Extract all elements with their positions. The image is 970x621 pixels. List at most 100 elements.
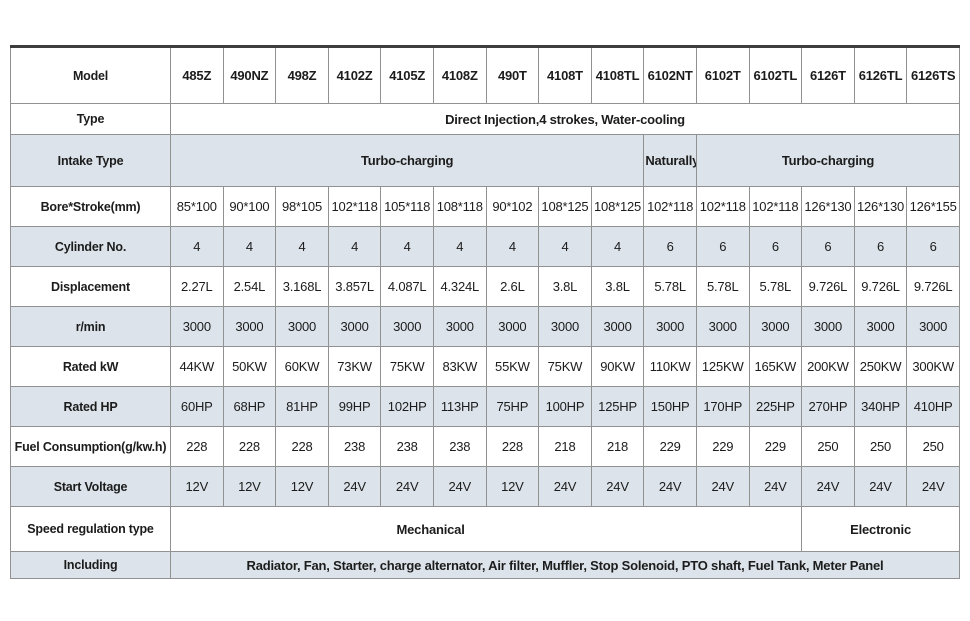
cell-start-voltage-1: 12V [222, 466, 277, 507]
cell-model-7: 4108T [538, 46, 592, 104]
cell-start-voltage-9: 24V [643, 466, 697, 507]
cell-model-5: 4108Z [432, 46, 487, 104]
cell-cylinder-no-8: 4 [590, 226, 645, 267]
cell-rated-kw-1: 50KW [222, 346, 277, 387]
cell-rated-kw-7: 75KW [538, 346, 592, 387]
cell-displacement-4: 4.087L [380, 266, 434, 307]
cell-start-voltage-3: 24V [327, 466, 382, 507]
row-label-start-voltage: Start Voltage [10, 466, 171, 507]
cell-bore-stroke-mm-9: 102*118 [643, 186, 697, 227]
cell-rated-kw-0: 44KW [170, 346, 224, 387]
cell-model-13: 6126TL [853, 46, 908, 104]
cell-fuel-consumption-g-kw-h-1: 228 [222, 426, 277, 467]
cell-r-min-5: 3000 [432, 306, 487, 347]
cell-r-min-4: 3000 [380, 306, 434, 347]
cell-rated-kw-6: 55KW [485, 346, 540, 387]
cell-model-9: 6102NT [643, 46, 697, 104]
cell-displacement-9: 5.78L [643, 266, 697, 307]
cell-fuel-consumption-g-kw-h-9: 229 [643, 426, 697, 467]
engine-spec-table: Model 485Z 490NZ 498Z 4102Z 4105Z 4108Z 490T 410… [10, 45, 961, 579]
cell-bore-stroke-mm-7: 108*125 [538, 186, 592, 227]
cell-fuel-consumption-g-kw-h-0: 228 [170, 426, 224, 467]
cell-cylinder-no-13: 6 [853, 226, 908, 267]
cell-fuel-consumption-g-kw-h-2: 228 [275, 426, 329, 467]
cell-rated-hp-13: 340HP [853, 386, 908, 427]
cell-r-min-10: 3000 [695, 306, 750, 347]
cell-rated-hp-11: 225HP [748, 386, 803, 427]
cell-bore-stroke-mm-6: 90*102 [485, 186, 540, 227]
cell-start-voltage-13: 24V [853, 466, 908, 507]
table-row-displacement: Displacement 2.27L 2.54L 3.168L 3.857L 4.087L… [10, 266, 960, 307]
cell-displacement-0: 2.27L [170, 266, 224, 307]
cell-model-1: 490NZ [222, 46, 277, 104]
cell-rated-hp-2: 81HP [275, 386, 329, 427]
cell-rated-kw-11: 165KW [748, 346, 803, 387]
cell-cylinder-no-4: 4 [380, 226, 434, 267]
cell-bore-stroke-mm-2: 98*105 [275, 186, 329, 227]
cell-displacement-12: 9.726L [801, 266, 855, 307]
cell-start-voltage-6: 12V [485, 466, 540, 507]
cell-r-min-0: 3000 [170, 306, 224, 347]
cell-speed-regulation-type-1: Electronic [801, 506, 960, 552]
cell-r-min-9: 3000 [643, 306, 697, 347]
cell-rated-kw-14: 300KW [906, 346, 960, 387]
cell-r-min-12: 3000 [801, 306, 855, 347]
cell-start-voltage-7: 24V [538, 466, 592, 507]
cell-model-4: 4105Z [380, 46, 434, 104]
cell-rated-hp-10: 170HP [695, 386, 750, 427]
cell-rated-hp-6: 75HP [485, 386, 540, 427]
row-label-rated-hp: Rated HP [10, 386, 171, 427]
cell-start-voltage-4: 24V [380, 466, 434, 507]
row-label-speed-regulation-type: Speed regulation type [10, 506, 171, 552]
cell-rated-hp-0: 60HP [170, 386, 224, 427]
cell-bore-stroke-mm-13: 126*130 [853, 186, 908, 227]
cell-cylinder-no-5: 4 [432, 226, 487, 267]
table-row-bore-stroke-mm: Bore*Stroke(mm) 85*100 90*100 98*105 102*118… [10, 186, 960, 227]
cell-fuel-consumption-g-kw-h-11: 229 [748, 426, 803, 467]
cell-fuel-consumption-g-kw-h-6: 228 [485, 426, 540, 467]
table-row-fuel-consumption-g-kw-h: Fuel Consumption(g/kw.h) 228 228 228 238 238 2… [10, 426, 960, 467]
cell-cylinder-no-0: 4 [170, 226, 224, 267]
row-label-bore-stroke-mm: Bore*Stroke(mm) [10, 186, 171, 227]
cell-rated-kw-12: 200KW [801, 346, 855, 387]
cell-r-min-3: 3000 [327, 306, 382, 347]
table-row-cylinder-no: Cylinder No. 4 4 4 4 4 4 4 4 4 6 6 6 6 6 6 [10, 226, 960, 267]
cell-start-voltage-14: 24V [906, 466, 960, 507]
cell-rated-hp-12: 270HP [801, 386, 855, 427]
cell-rated-kw-5: 83KW [432, 346, 487, 387]
cell-start-voltage-11: 24V [748, 466, 803, 507]
cell-fuel-consumption-g-kw-h-10: 229 [695, 426, 750, 467]
cell-cylinder-no-2: 4 [275, 226, 329, 267]
cell-displacement-7: 3.8L [538, 266, 592, 307]
cell-rated-hp-9: 150HP [643, 386, 697, 427]
cell-cylinder-no-12: 6 [801, 226, 855, 267]
table-row-including: Including Radiator, Fan, Starter, charge … [10, 551, 960, 579]
cell-displacement-8: 3.8L [590, 266, 645, 307]
row-label-displacement: Displacement [10, 266, 171, 307]
cell-r-min-8: 3000 [590, 306, 645, 347]
cell-r-min-6: 3000 [485, 306, 540, 347]
cell-rated-kw-3: 73KW [327, 346, 382, 387]
row-label-cylinder-no: Cylinder No. [10, 226, 171, 267]
cell-type-0: Direct Injection,4 strokes, Water-coolin… [170, 103, 960, 135]
row-label-type: Type [10, 103, 171, 135]
table-row-type: Type Direct Injection,4 strokes, Water-co… [10, 103, 960, 135]
cell-cylinder-no-7: 4 [538, 226, 592, 267]
cell-start-voltage-8: 24V [590, 466, 645, 507]
cell-bore-stroke-mm-4: 105*118 [380, 186, 434, 227]
cell-fuel-consumption-g-kw-h-8: 218 [590, 426, 645, 467]
cell-start-voltage-5: 24V [432, 466, 487, 507]
cell-fuel-consumption-g-kw-h-14: 250 [906, 426, 960, 467]
row-label-model: Model [10, 46, 171, 104]
cell-model-14: 6126TS [906, 46, 960, 104]
cell-cylinder-no-1: 4 [222, 226, 277, 267]
cell-rated-kw-8: 90KW [590, 346, 645, 387]
cell-displacement-3: 3.857L [327, 266, 382, 307]
cell-bore-stroke-mm-12: 126*130 [801, 186, 855, 227]
cell-rated-hp-8: 125HP [590, 386, 645, 427]
cell-fuel-consumption-g-kw-h-7: 218 [538, 426, 592, 467]
table-row-rated-hp: Rated HP 60HP 68HP 81HP 99HP 102HP 113HP 75HP 10… [10, 386, 960, 427]
cell-bore-stroke-mm-3: 102*118 [327, 186, 382, 227]
cell-intake-type-0: Turbo-charging [169, 134, 645, 187]
cell-cylinder-no-3: 4 [327, 226, 382, 267]
